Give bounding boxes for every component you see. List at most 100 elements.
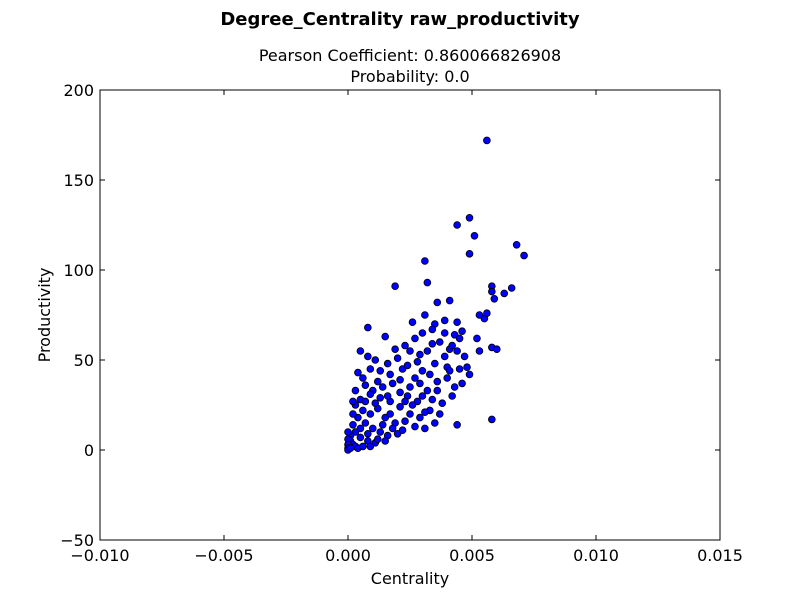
y-axis-label: Productivity: [35, 268, 54, 363]
y-tick-label: 150: [63, 171, 94, 190]
scatter-point: [465, 370, 474, 379]
y-tick-label: 50: [74, 351, 94, 370]
scatter-point: [356, 347, 365, 355]
scatter-point: [408, 318, 417, 327]
scatter-point: [383, 359, 392, 368]
scatter-point: [373, 377, 382, 386]
scatter-point: [386, 410, 394, 418]
scatter-point: [381, 437, 390, 445]
scatter-point: [426, 370, 434, 379]
scatter-point: [416, 350, 424, 359]
scatter-point: [453, 221, 461, 229]
scatter-point: [455, 334, 464, 343]
scatter-point: [423, 386, 432, 395]
scatter-point: [430, 359, 439, 368]
scatter-point: [416, 413, 424, 422]
x-tick-label: 0.010: [573, 546, 619, 565]
scatter-point: [356, 424, 365, 433]
scatter-point: [440, 316, 449, 325]
scatter-point: [364, 323, 372, 332]
scatter-point: [391, 282, 399, 291]
scatter-point: [500, 289, 509, 298]
scatter-point: [473, 334, 481, 343]
scatter-point: [383, 392, 392, 400]
scatter-point: [430, 419, 439, 427]
scatter-point: [433, 377, 442, 386]
scatter-point: [401, 341, 409, 350]
scatter-point: [483, 136, 491, 145]
scatter-point: [448, 392, 456, 400]
scatter-point: [428, 395, 437, 404]
scatter-point: [344, 428, 352, 436]
scatter-point: [455, 365, 464, 373]
scatter-point: [458, 327, 466, 336]
scatter-point: [368, 424, 377, 433]
scatter-point: [520, 251, 528, 260]
scatter-point: [401, 397, 409, 406]
scatter-point: [450, 383, 459, 391]
scatter-point: [411, 422, 419, 431]
scatter-point: [349, 420, 357, 429]
scatter-point: [366, 442, 375, 451]
chart-title-line-2: Probability: 0.0: [350, 67, 470, 86]
scatter-point: [488, 415, 496, 424]
scatter-point: [507, 284, 516, 292]
scatter-point: [440, 352, 449, 361]
scatter-point: [453, 347, 461, 355]
scatter-point: [428, 325, 437, 334]
figure-suptitle: Degree_Centrality raw_productivity: [220, 9, 580, 30]
scatter-point: [421, 257, 429, 265]
scatter-point: [465, 214, 474, 222]
scatter-point: [435, 410, 444, 418]
data-points: [344, 136, 528, 454]
scatter-point: [428, 339, 437, 348]
scatter-point: [421, 311, 429, 319]
scatter-point: [490, 294, 499, 303]
x-tick-label: 0.005: [449, 546, 495, 565]
scatter-point: [396, 388, 404, 397]
scatter-point: [381, 332, 390, 341]
scatter-point: [435, 338, 444, 346]
scatter-point: [433, 298, 442, 307]
scatter-point: [445, 296, 454, 305]
scatter-point: [406, 410, 414, 418]
scatter-point: [356, 433, 365, 442]
scatter-point: [388, 424, 397, 433]
scatter-point: [378, 420, 387, 429]
scatter-point: [458, 379, 466, 388]
chart-title-line-1: Pearson Coefficient: 0.860066826908: [258, 46, 562, 65]
scatter-point: [364, 352, 372, 361]
scatter-point: [475, 347, 484, 355]
scatter-point: [359, 406, 367, 415]
scatter-point: [421, 424, 429, 433]
scatter-point: [364, 429, 372, 438]
scatter-point: [373, 435, 382, 444]
scatter-point: [512, 241, 521, 249]
scatter-point: [418, 392, 427, 400]
scatter-point: [463, 363, 471, 372]
scatter-point: [470, 232, 479, 240]
scatter-point: [371, 356, 380, 364]
scatter-point: [351, 386, 360, 395]
scatter-point: [376, 428, 385, 436]
scatter-point: [411, 334, 419, 343]
scatter-point: [349, 410, 357, 418]
scatter-point: [416, 379, 424, 388]
scatter-point: [393, 354, 402, 363]
scatter-point: [396, 375, 404, 384]
axes-frame: [99, 89, 721, 541]
scatter-point: [460, 352, 469, 361]
y-tick-label: 100: [63, 261, 94, 280]
scatter-point: [349, 397, 357, 406]
scatter-point: [445, 366, 454, 375]
scatter-point: [440, 329, 449, 337]
scatter-point: [371, 399, 380, 408]
scatter-point: [361, 381, 370, 390]
scatter-point: [366, 410, 375, 418]
scatter-point: [453, 318, 461, 327]
scatter-point: [366, 365, 375, 373]
scatter-point: [386, 370, 394, 379]
y-tick-label: −50: [60, 531, 94, 550]
scatter-point: [492, 345, 501, 354]
